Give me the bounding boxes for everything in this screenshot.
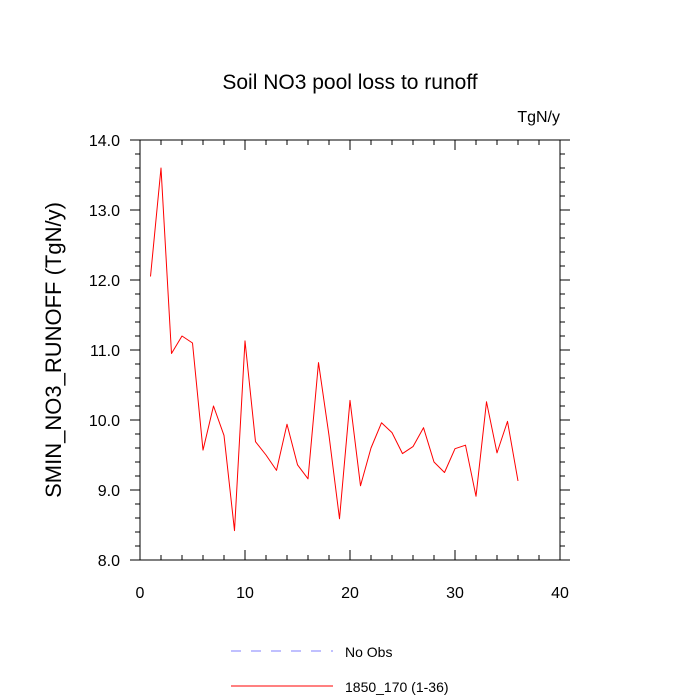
y-tick-label: 11.0 [90,343,120,360]
series-group [150,167,519,532]
x-tick-label: 0 [136,585,145,602]
tick-labels: 0 10 20 30 40 8.0 9.0 10.0 11.0 12.0 13.0 14.0 [89,133,569,602]
y-tick-label: 10.0 [89,413,120,430]
legend: No Obs 1850_170 (1-36) [231,644,449,695]
axis-ticks [130,139,570,561]
y-tick-label: 9.0 [98,483,120,500]
y-axis-label: SMIN_NO3_RUNOFF (TgN/y) [41,202,66,498]
chart-title: Soil NO3 pool loss to runoff [222,71,477,94]
y-tick-label: 14.0 [89,133,120,150]
legend-label: 1850_170 (1-36) [345,679,449,695]
x-tick-label: 10 [236,585,254,602]
y-tick-label: 8.0 [98,553,120,570]
x-tick-label: 20 [341,585,359,602]
x-tick-label: 30 [446,585,464,602]
x-tick-label: 40 [551,585,569,602]
y-tick-label: 12.0 [89,273,120,290]
plot-frame [139,139,561,561]
series-line [150,167,519,532]
units-label: TgN/y [517,109,560,126]
legend-label: No Obs [345,644,392,660]
y-tick-label: 13.0 [89,203,120,220]
